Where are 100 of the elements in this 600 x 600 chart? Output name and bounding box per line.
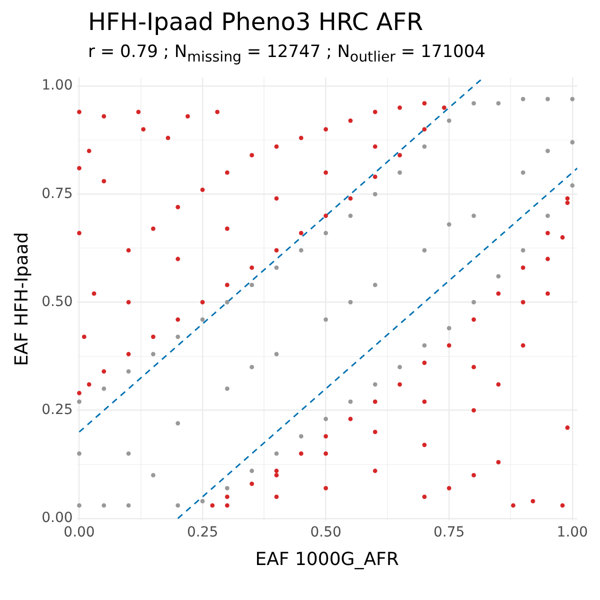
point — [348, 196, 353, 202]
point — [446, 222, 452, 228]
point — [77, 110, 82, 115]
point — [176, 504, 180, 508]
point — [77, 231, 82, 236]
point — [348, 118, 353, 124]
point — [546, 292, 550, 296]
point — [398, 365, 402, 370]
point — [200, 318, 205, 322]
x-tick-label: 0.25 — [186, 525, 218, 542]
point — [348, 300, 353, 305]
point — [546, 149, 550, 154]
point — [250, 482, 254, 486]
point — [570, 97, 575, 102]
y-tick-label: 0.50 — [42, 294, 73, 310]
point — [102, 504, 106, 508]
point — [274, 469, 279, 474]
point — [446, 486, 452, 491]
point — [274, 266, 279, 270]
point — [126, 452, 131, 456]
point — [102, 114, 106, 119]
point — [422, 360, 427, 366]
point — [151, 226, 156, 232]
point — [151, 473, 156, 478]
point — [102, 179, 106, 184]
point — [372, 175, 378, 180]
point — [186, 114, 190, 119]
y-tick-label: 1.00 — [42, 78, 73, 94]
point — [472, 473, 476, 478]
point — [77, 400, 82, 404]
x-tick-label: 0.75 — [434, 525, 465, 542]
point — [250, 153, 254, 158]
point — [176, 335, 180, 340]
x-tick-label: 0.00 — [64, 525, 95, 542]
point — [565, 200, 570, 206]
point — [298, 231, 304, 236]
point — [372, 430, 378, 435]
point — [126, 352, 131, 357]
point — [472, 300, 476, 305]
point — [324, 231, 328, 236]
point — [102, 370, 106, 374]
point — [324, 170, 328, 176]
chart-title: HFH-Ipaad Pheno3 HRC AFR — [87, 8, 424, 36]
point — [348, 417, 353, 422]
point — [200, 188, 205, 192]
point — [92, 292, 96, 296]
point — [274, 495, 279, 500]
point — [530, 499, 536, 504]
point — [348, 214, 353, 218]
point — [176, 318, 180, 322]
point — [77, 452, 82, 456]
point — [472, 214, 476, 218]
point — [224, 283, 230, 288]
point — [274, 144, 279, 150]
point — [141, 127, 146, 132]
point — [372, 144, 378, 150]
point — [372, 110, 378, 115]
point — [298, 136, 304, 141]
point — [472, 318, 476, 322]
point — [324, 434, 328, 439]
y-tick-label: 0.00 — [42, 510, 73, 526]
point — [398, 382, 402, 387]
point — [496, 460, 501, 465]
point — [422, 127, 427, 132]
point — [546, 214, 550, 218]
point — [77, 166, 82, 171]
point — [151, 352, 156, 357]
point — [398, 106, 402, 110]
point — [398, 153, 402, 158]
point — [324, 452, 328, 456]
point — [200, 499, 205, 504]
point — [166, 136, 170, 141]
point — [298, 452, 304, 456]
chart-subtitle: r = 0.79 ; N$_{missing}$ = 12747 ; N$_{outlier}$ = 171004 — [87, 42, 486, 66]
point — [520, 344, 526, 348]
point — [546, 97, 550, 102]
point — [372, 469, 378, 474]
point — [472, 408, 476, 413]
point — [496, 292, 501, 296]
point — [274, 452, 279, 456]
y-axis-title: EAF HFH-Ipaad — [11, 232, 32, 366]
point — [200, 300, 205, 305]
point — [570, 184, 575, 188]
point — [77, 504, 82, 508]
point — [496, 382, 501, 387]
point — [274, 352, 279, 357]
point — [86, 149, 92, 154]
point — [546, 231, 550, 236]
point — [151, 335, 156, 340]
point — [442, 106, 446, 110]
point — [274, 196, 279, 202]
point — [126, 370, 131, 374]
point — [422, 248, 427, 253]
point — [298, 248, 304, 253]
point — [520, 266, 526, 270]
point — [496, 274, 501, 279]
point — [324, 214, 328, 218]
point — [126, 300, 131, 305]
point — [176, 257, 180, 262]
point — [224, 300, 230, 305]
